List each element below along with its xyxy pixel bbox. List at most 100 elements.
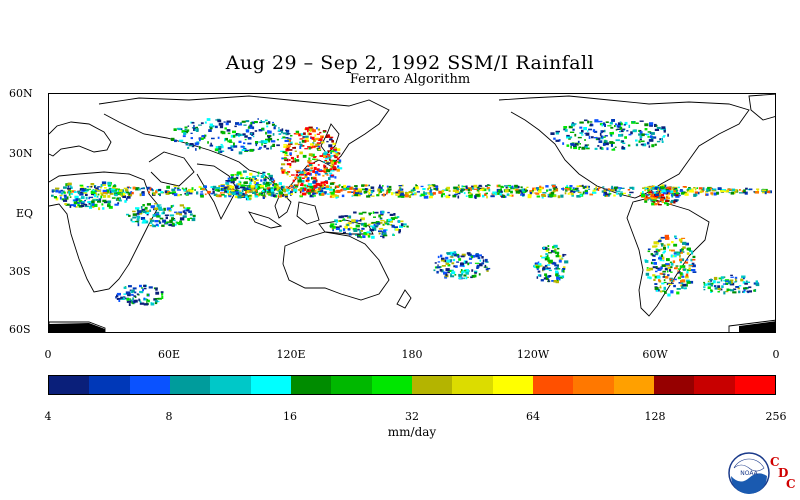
rain-cell <box>347 222 352 225</box>
rain-cell <box>525 189 528 193</box>
rain-cell <box>738 285 742 287</box>
rain-cell <box>670 290 674 294</box>
rain-cell <box>314 145 318 147</box>
rain-cell <box>189 217 193 219</box>
rain-cell <box>431 184 436 187</box>
rain-cell <box>521 191 523 194</box>
rain-cell <box>548 269 552 272</box>
rain-cell <box>266 190 271 193</box>
chart-title: Aug 29 – Sep 2, 1992 SSM/I Rainfall <box>225 52 595 74</box>
rain-cell <box>644 186 649 188</box>
rain-cell <box>547 193 550 196</box>
rain-cell <box>248 184 251 188</box>
rain-cell <box>386 190 389 194</box>
rain-cell <box>85 189 88 191</box>
rain-cell <box>294 159 297 163</box>
rain-cell <box>642 187 645 189</box>
rain-cell <box>452 194 457 198</box>
rain-cell <box>604 135 608 137</box>
rain-cell <box>548 188 552 191</box>
rain-cell <box>67 191 71 194</box>
coastline-australia <box>282 231 390 301</box>
rain-cell <box>128 303 131 306</box>
rain-cell <box>361 227 365 230</box>
rain-cell <box>270 177 273 180</box>
rain-cell <box>658 190 661 193</box>
rain-cell <box>658 239 662 243</box>
rain-cell <box>122 195 126 198</box>
rain-cell <box>686 259 689 261</box>
rain-cell <box>661 138 663 141</box>
rain-cell <box>635 139 638 142</box>
rain-cell <box>707 186 712 190</box>
rain-cell <box>254 178 257 180</box>
rain-cell <box>611 189 615 192</box>
rain-cell <box>688 267 691 271</box>
rain-cell <box>310 129 312 132</box>
rain-cell <box>559 277 561 281</box>
rain-cell <box>395 217 398 219</box>
rain-cell <box>349 186 353 190</box>
rain-cell <box>207 141 209 144</box>
rain-cell <box>648 192 652 195</box>
rain-cell <box>275 188 279 191</box>
rain-cell <box>746 290 751 293</box>
rain-cell <box>300 182 304 185</box>
rain-cell <box>330 161 334 165</box>
rain-cell <box>477 190 480 193</box>
rain-cell <box>559 258 564 260</box>
rain-cell <box>194 142 199 146</box>
rain-cell <box>662 251 665 254</box>
rain-cell <box>94 185 96 189</box>
rain-cell <box>302 192 307 196</box>
rain-cell <box>621 128 626 130</box>
rain-cell <box>730 276 734 278</box>
rain-cell <box>281 169 286 173</box>
rain-cell <box>658 255 662 259</box>
rain-cell <box>69 205 72 208</box>
rain-cell <box>261 194 266 196</box>
rain-cell <box>611 119 615 122</box>
rain-cell <box>566 184 569 188</box>
rain-cell <box>629 186 634 189</box>
rain-cell <box>641 193 644 195</box>
rain-cell <box>730 192 735 195</box>
rain-cell <box>476 186 480 189</box>
rain-cell <box>602 142 606 146</box>
rain-cell <box>663 244 666 247</box>
coastline-south-america <box>626 197 710 317</box>
rain-cell <box>546 189 549 192</box>
rain-cell <box>201 188 206 191</box>
rain-cell <box>230 145 235 148</box>
rain-cell <box>321 136 324 139</box>
rain-cell <box>683 265 686 268</box>
rain-cell <box>560 194 564 198</box>
rain-cell <box>147 299 150 303</box>
rain-cell <box>64 203 67 205</box>
rain-cell <box>672 186 675 190</box>
rain-cell <box>686 252 690 255</box>
rain-cell <box>360 236 363 239</box>
rain-cell <box>299 134 303 137</box>
rain-cell <box>656 200 660 202</box>
rain-cell <box>486 267 491 270</box>
rain-cell <box>584 185 587 188</box>
rain-cell <box>263 188 268 192</box>
rain-cell <box>691 259 696 261</box>
rain-cell <box>597 145 600 147</box>
rain-cell <box>714 287 718 290</box>
rain-cell <box>187 146 190 149</box>
rain-cell <box>644 197 648 201</box>
rain-cell <box>195 126 198 129</box>
rain-cell <box>446 186 450 190</box>
rain-cell <box>311 162 315 164</box>
rain-cell <box>544 258 548 261</box>
rain-cell <box>441 193 445 196</box>
rain-cell <box>375 225 379 227</box>
rain-cell <box>242 188 245 191</box>
rain-cell <box>211 137 215 140</box>
rain-cell <box>743 277 745 280</box>
rain-cell <box>445 262 450 265</box>
rain-cell <box>287 158 289 162</box>
rain-cell <box>271 187 274 189</box>
